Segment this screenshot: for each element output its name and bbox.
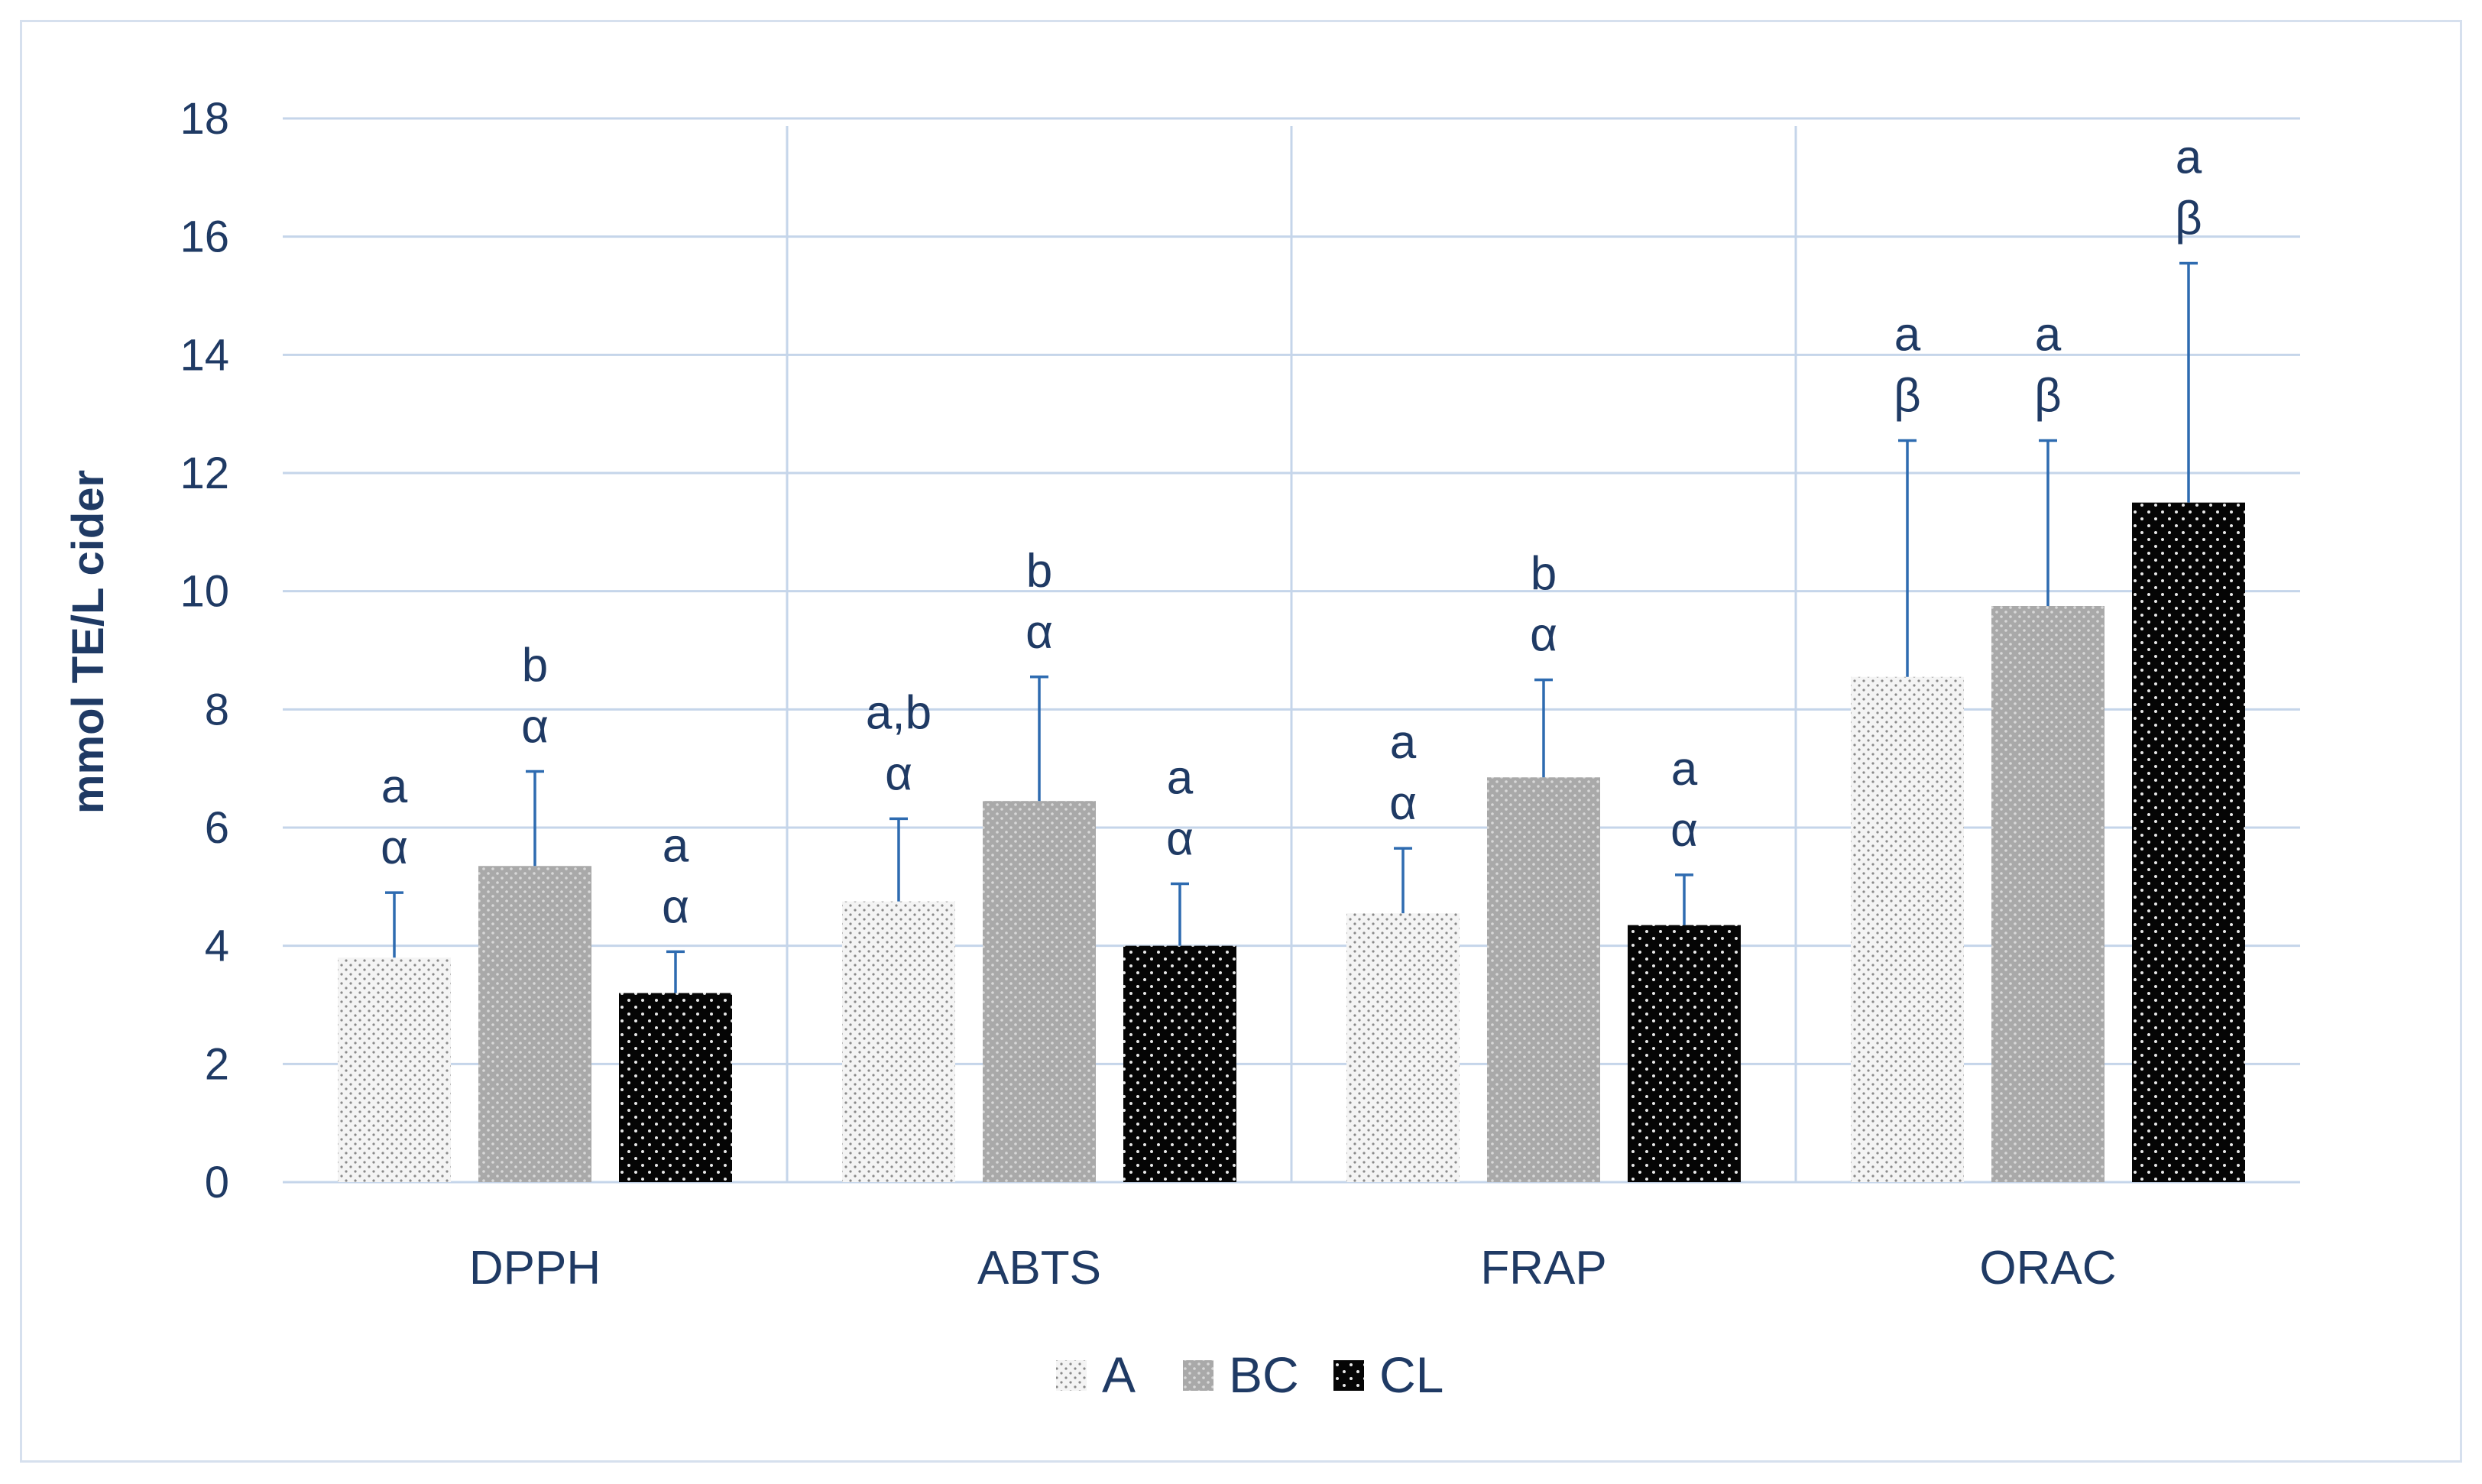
x-category-label: ABTS — [977, 1242, 1101, 1294]
annotation-greek-CL-FRAP: α — [1670, 804, 1698, 857]
legend-swatch-A — [1056, 1360, 1087, 1391]
bar-CL-DPPH — [619, 993, 732, 1182]
annotation-greek-BC-DPPH: α — [521, 701, 549, 753]
bars — [338, 502, 2245, 1182]
bar-BC-ABTS — [983, 801, 1096, 1182]
annotation-letter-CL-ABTS: a — [1167, 751, 1194, 804]
annotation-letter-CL-FRAP: a — [1671, 743, 1698, 795]
bar-CL-ORAC — [2132, 502, 2245, 1182]
annotation-letter-CL-ORAC: a — [2176, 131, 2202, 183]
y-axis-label: mmol TE/L cider — [63, 470, 113, 814]
error-bars — [385, 261, 2198, 993]
legend-label-A: A — [1102, 1346, 1136, 1403]
bar-CL-FRAP — [1628, 925, 1741, 1182]
annotation-letter-BC-ORAC: a — [2035, 308, 2062, 361]
annotation-letter-BC-ABTS: b — [1026, 545, 1052, 598]
annotation-letter-A-FRAP: a — [1390, 716, 1417, 769]
bar-BC-DPPH — [478, 866, 591, 1182]
bar-A-ABTS — [842, 901, 955, 1182]
x-category-label: ORAC — [1979, 1242, 2116, 1294]
y-tick-label: 16 — [180, 212, 229, 262]
annotation-greek-A-ORAC: β — [1894, 369, 1921, 422]
bar-A-ORAC — [1851, 676, 1964, 1182]
x-category-label: DPPH — [469, 1242, 601, 1294]
annotation-greek-CL-ABTS: α — [1166, 812, 1194, 865]
annotation-greek-CL-ORAC: β — [2175, 192, 2202, 245]
bar-BC-FRAP — [1487, 777, 1600, 1182]
x-axis-category-labels: DPPH ABTS FRAP ORAC — [469, 1242, 2117, 1294]
y-tick-label: 14 — [180, 330, 229, 380]
annotation-letter-A-DPPH: a — [381, 760, 408, 813]
annotation-greek-A-ABTS: α — [885, 747, 912, 800]
bar-CL-ABTS — [1123, 945, 1236, 1182]
y-tick-label: 10 — [180, 567, 229, 617]
bar-BC-ORAC — [1991, 606, 2105, 1182]
y-tick-label: 6 — [205, 803, 229, 853]
y-tick-label: 0 — [205, 1158, 229, 1207]
annotation-greek-CL-DPPH: α — [662, 880, 689, 933]
y-tick-label: 18 — [180, 94, 229, 144]
annotation-greek-BC-ORAC: β — [2034, 369, 2062, 422]
annotation-greek-A-DPPH: α — [381, 821, 408, 874]
annotation-greek-A-FRAP: α — [1389, 777, 1417, 830]
y-axis-tick-labels: 0 2 4 6 8 10 12 14 16 18 — [180, 94, 229, 1207]
annotation-greek-BC-ABTS: α — [1026, 606, 1053, 659]
bar-A-DPPH — [338, 957, 451, 1182]
annotation-greek-BC-FRAP: α — [1530, 609, 1557, 662]
y-tick-label: 4 — [205, 922, 229, 971]
annotation-letter-A-ABTS: a,b — [866, 686, 932, 739]
annotation-letter-A-ORAC: a — [1894, 308, 1921, 361]
y-tick-label: 12 — [180, 449, 229, 498]
legend-label-BC: BC — [1229, 1346, 1299, 1403]
annotation-letter-BC-FRAP: b — [1531, 548, 1557, 601]
annotation-letter-BC-DPPH: b — [522, 640, 548, 692]
bar-A-FRAP — [1346, 913, 1460, 1182]
y-tick-label: 2 — [205, 1039, 229, 1089]
legend-label-CL: CL — [1379, 1346, 1444, 1403]
annotation-letter-CL-DPPH: a — [663, 819, 689, 872]
x-category-label: FRAP — [1480, 1242, 1606, 1294]
legend: A BC CL — [1056, 1346, 1444, 1403]
legend-swatch-CL — [1333, 1360, 1364, 1391]
legend-swatch-BC — [1183, 1360, 1213, 1391]
y-tick-label: 8 — [205, 685, 229, 734]
